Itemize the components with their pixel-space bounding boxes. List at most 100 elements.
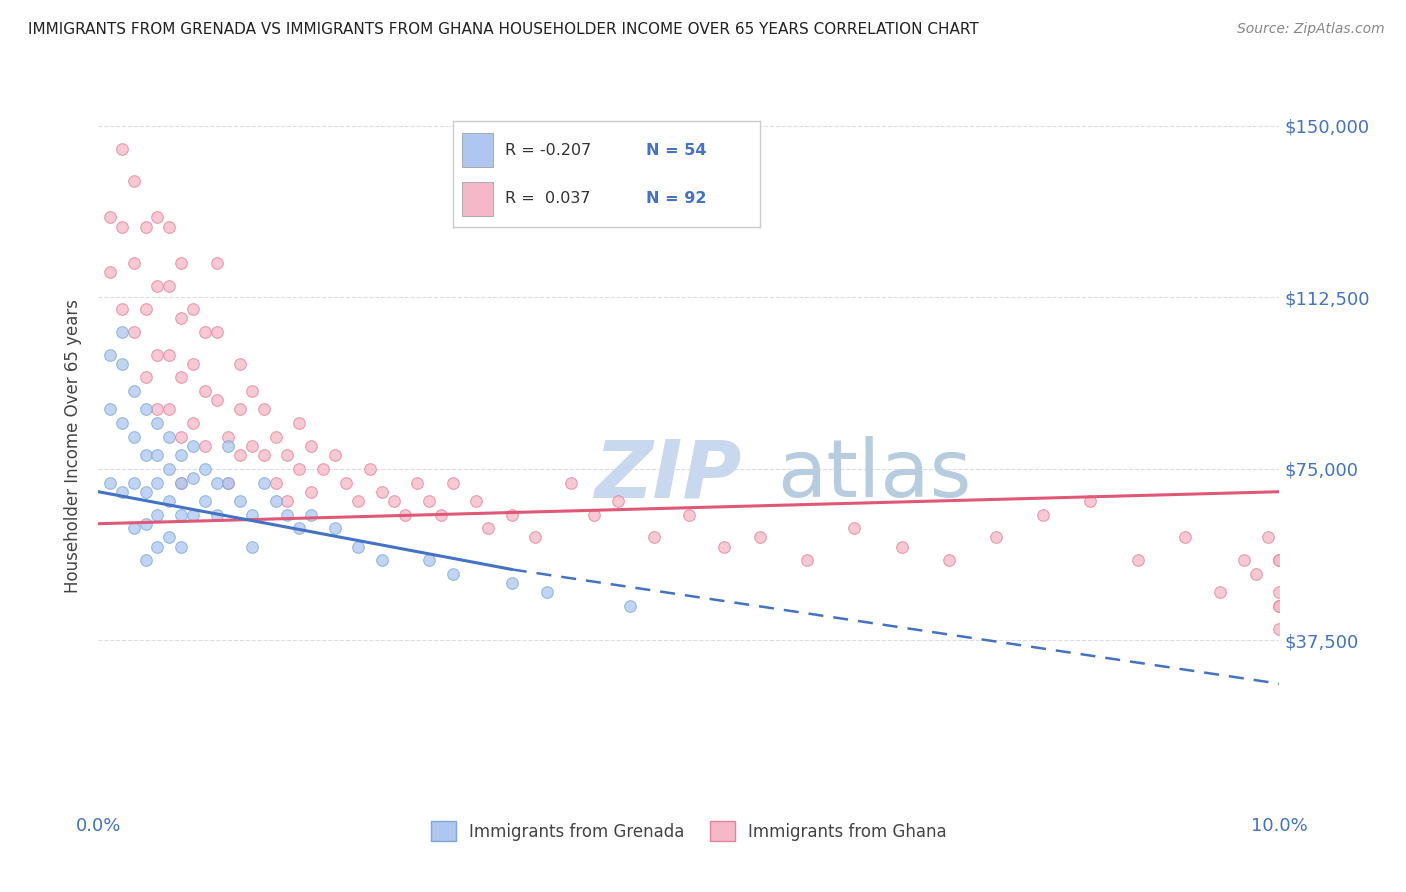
Point — [299, 439, 322, 453]
Point — [135, 219, 157, 234]
Point — [170, 475, 193, 490]
Point — [796, 553, 818, 567]
Point — [1268, 553, 1291, 567]
Point — [111, 357, 134, 371]
Point — [181, 508, 204, 522]
Point — [1268, 585, 1291, 599]
Point — [240, 540, 263, 554]
Legend: Immigrants from Grenada, Immigrants from Ghana: Immigrants from Grenada, Immigrants from… — [425, 814, 953, 847]
Point — [359, 462, 381, 476]
Point — [194, 462, 217, 476]
Point — [524, 530, 547, 544]
Point — [146, 402, 169, 417]
Point — [181, 471, 204, 485]
Point — [938, 553, 960, 567]
Point — [394, 508, 416, 522]
Point — [1268, 599, 1291, 613]
Point — [240, 439, 263, 453]
Point — [98, 347, 121, 362]
Point — [276, 448, 298, 462]
Point — [1244, 567, 1267, 582]
Point — [312, 462, 335, 476]
Point — [181, 301, 204, 316]
Point — [205, 508, 228, 522]
Point — [299, 484, 322, 499]
Point — [135, 448, 157, 462]
Point — [583, 508, 606, 522]
Point — [217, 439, 239, 453]
Point — [560, 475, 582, 490]
Point — [157, 430, 180, 444]
Point — [1268, 599, 1291, 613]
Point — [619, 599, 641, 613]
Point — [170, 540, 193, 554]
Point — [135, 484, 157, 499]
Point — [1126, 553, 1149, 567]
Point — [111, 484, 134, 499]
Point — [371, 553, 394, 567]
Point — [170, 430, 193, 444]
Point — [157, 462, 180, 476]
Point — [98, 265, 121, 279]
Point — [678, 508, 700, 522]
Point — [157, 402, 180, 417]
Point — [157, 279, 180, 293]
Point — [323, 521, 346, 535]
Point — [98, 402, 121, 417]
Point — [371, 484, 394, 499]
Point — [1032, 508, 1054, 522]
Point — [98, 211, 121, 225]
Point — [135, 553, 157, 567]
Text: Source: ZipAtlas.com: Source: ZipAtlas.com — [1237, 22, 1385, 37]
Point — [146, 540, 169, 554]
Point — [146, 448, 169, 462]
Point — [205, 256, 228, 270]
Point — [253, 402, 276, 417]
Point — [276, 508, 298, 522]
Text: ZIP: ZIP — [595, 436, 742, 515]
Point — [122, 475, 145, 490]
Point — [382, 493, 405, 508]
Point — [170, 310, 193, 325]
Text: IMMIGRANTS FROM GRENADA VS IMMIGRANTS FROM GHANA HOUSEHOLDER INCOME OVER 65 YEAR: IMMIGRANTS FROM GRENADA VS IMMIGRANTS FR… — [28, 22, 979, 37]
Point — [111, 142, 134, 156]
Point — [347, 493, 370, 508]
Point — [194, 439, 217, 453]
Point — [890, 540, 912, 554]
Point — [441, 475, 464, 490]
Point — [264, 475, 287, 490]
Point — [1257, 530, 1279, 544]
Point — [501, 508, 523, 522]
Point — [170, 448, 193, 462]
Point — [984, 530, 1007, 544]
Point — [465, 493, 488, 508]
Point — [217, 475, 239, 490]
Point — [205, 475, 228, 490]
Point — [288, 521, 311, 535]
Point — [276, 493, 298, 508]
Point — [135, 370, 157, 384]
Point — [217, 430, 239, 444]
Point — [122, 174, 145, 188]
Point — [430, 508, 453, 522]
Point — [170, 508, 193, 522]
Y-axis label: Householder Income Over 65 years: Householder Income Over 65 years — [65, 299, 83, 593]
Point — [253, 448, 276, 462]
Point — [501, 576, 523, 591]
Point — [135, 402, 157, 417]
Point — [229, 357, 252, 371]
Point — [146, 416, 169, 430]
Point — [135, 301, 157, 316]
Point — [122, 430, 145, 444]
Point — [347, 540, 370, 554]
Point — [240, 384, 263, 398]
Point — [98, 475, 121, 490]
Point — [194, 384, 217, 398]
Point — [253, 475, 276, 490]
Point — [170, 370, 193, 384]
Point — [288, 416, 311, 430]
Point — [536, 585, 558, 599]
Point — [181, 416, 204, 430]
Point — [229, 448, 252, 462]
Point — [122, 384, 145, 398]
